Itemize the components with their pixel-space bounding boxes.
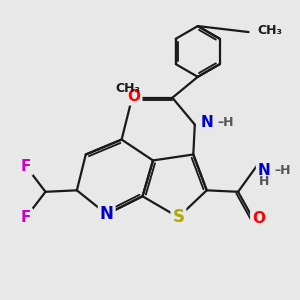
Text: –H: –H [274,164,290,177]
Text: H: H [259,175,269,188]
Text: N: N [201,115,214,130]
Text: CH₃: CH₃ [115,82,140,95]
Text: N: N [258,163,270,178]
Text: F: F [21,210,31,225]
Text: O: O [252,211,265,226]
Text: O: O [128,89,141,104]
Text: F: F [21,159,31,174]
Text: CH₃: CH₃ [257,24,282,37]
Text: N: N [100,205,114,223]
Text: –H: –H [217,116,234,129]
Text: S: S [172,208,184,226]
